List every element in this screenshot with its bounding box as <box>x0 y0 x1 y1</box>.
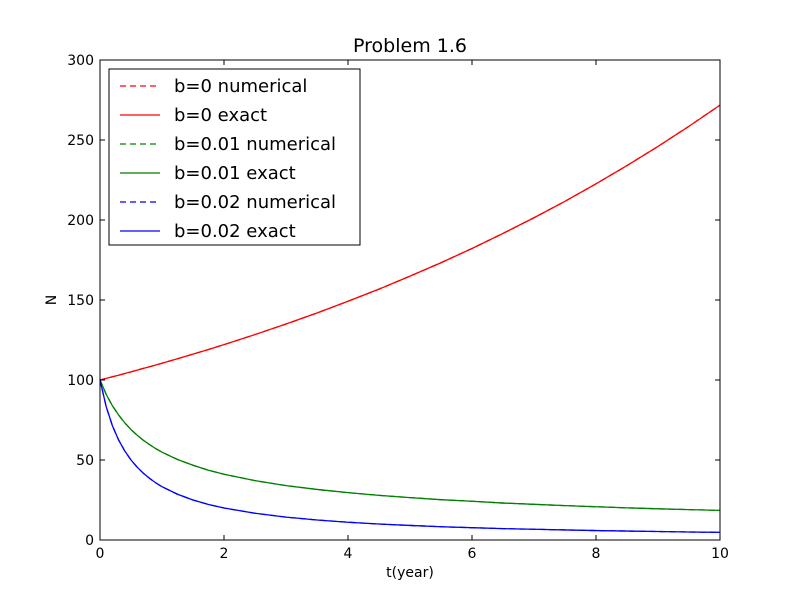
legend-box <box>108 68 361 246</box>
chart-title: Problem 1.6 <box>353 35 467 57</box>
y-tick-label: 300 <box>67 53 94 69</box>
x-tick-label: 0 <box>96 546 105 562</box>
y-tick-label: 200 <box>67 213 94 229</box>
legend-label: b=0.02 exact <box>174 221 296 242</box>
x-tick-label: 10 <box>711 546 729 562</box>
legend-label: b=0.01 numerical <box>174 134 336 155</box>
y-tick-label: 100 <box>67 373 94 389</box>
y-axis-label: N <box>44 295 60 305</box>
series-line-b-0-02-numerical <box>99 379 721 533</box>
legend: b=0 numerical b=0 exact b=0.01 numerical b=… <box>108 68 361 246</box>
series-layer <box>99 104 721 533</box>
x-tick-label: 8 <box>592 546 601 562</box>
legend-label: b=0.01 exact <box>174 163 296 184</box>
y-tick-label: 250 <box>67 133 94 149</box>
series-line-b-0-01-numerical <box>99 379 721 512</box>
y-tick-label: 0 <box>85 533 94 549</box>
y-tick-label: 150 <box>67 293 94 309</box>
x-tick-label: 6 <box>468 546 477 562</box>
legend-label: b=0 exact <box>174 105 267 126</box>
series-line-b-0-numerical <box>99 104 721 381</box>
x-axis-label: t(year) <box>386 565 434 581</box>
y-tick-label: 50 <box>76 453 94 469</box>
x-tick-label: 4 <box>344 546 353 562</box>
legend-label: b=0 numerical <box>174 76 307 97</box>
x-tick-label: 2 <box>220 546 229 562</box>
legend-label: b=0.02 numerical <box>174 192 336 213</box>
